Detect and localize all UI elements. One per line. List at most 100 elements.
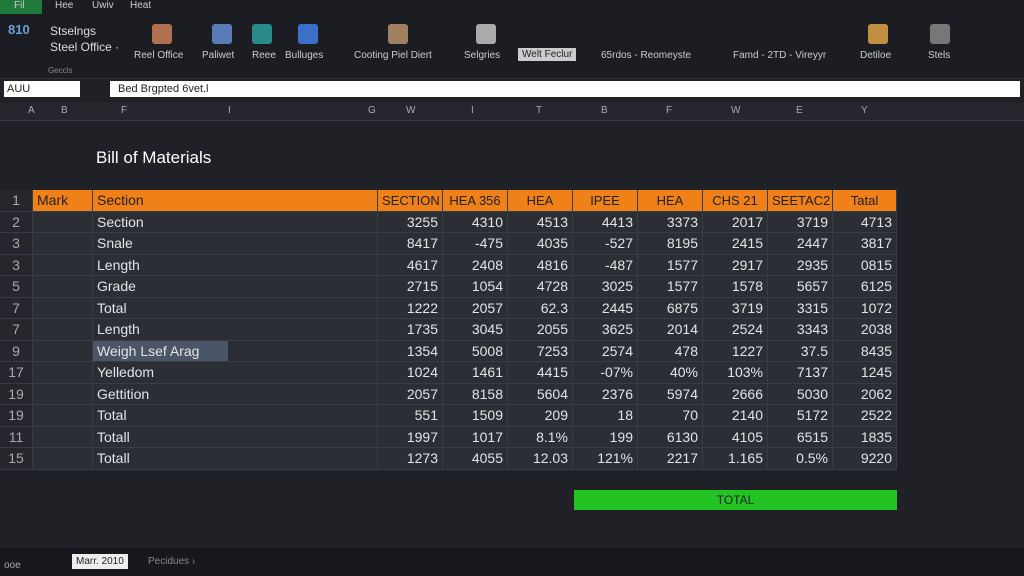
value-cell: 2524 xyxy=(703,319,768,341)
row-number: 7 xyxy=(0,297,33,319)
row-label: Total xyxy=(93,297,378,319)
row-label: Totall xyxy=(93,426,378,448)
status-bar: ooe Marr. 2010 Pecidues › xyxy=(0,548,1024,576)
app-title: Stselngs xyxy=(50,24,97,38)
header-cell: IPEE xyxy=(573,190,638,212)
ribbon-button[interactable]: 65rdos - Reomeyste xyxy=(601,50,692,61)
column-letter: W xyxy=(406,105,416,116)
value-cell: 1245 xyxy=(833,362,897,384)
cell xyxy=(33,233,93,255)
column-letter: Y xyxy=(861,105,868,116)
tab[interactable]: Uwiv xyxy=(92,0,114,11)
column-letter: G xyxy=(368,105,376,116)
value-cell: 0815 xyxy=(833,254,897,276)
value-cell: 2376 xyxy=(573,383,638,405)
tab[interactable]: Hee xyxy=(55,0,74,11)
cell xyxy=(33,426,93,448)
value-cell: 3255 xyxy=(378,211,443,233)
ribbon-button[interactable]: Reel Office xyxy=(134,50,184,61)
row-number: 7 xyxy=(0,319,33,341)
ribbon-button[interactable]: Stels xyxy=(928,50,951,61)
total-button[interactable]: TOTAL xyxy=(574,490,897,510)
value-cell: 199 xyxy=(573,426,638,448)
ribbon-button[interactable]: Famd - 2TD - Vireyyr xyxy=(733,50,827,61)
ribbon-button[interactable]: Detiloe xyxy=(860,50,892,61)
cell xyxy=(33,383,93,405)
value-cell: 2666 xyxy=(703,383,768,405)
value-cell: 6125 xyxy=(833,276,897,298)
row-number: 5 xyxy=(0,276,33,298)
tab[interactable]: Fil xyxy=(14,0,25,11)
sheet-tab[interactable]: Marr. 2010 xyxy=(72,554,128,569)
value-cell: 12.03 xyxy=(508,448,573,470)
value-cell: 5172 xyxy=(768,405,833,427)
ribbon: Fil Hee Uwiv Heat 810 Stselngs Steel Off… xyxy=(0,0,1024,79)
ribbon-button[interactable]: Welt Feclur xyxy=(518,48,577,61)
value-cell: 2447 xyxy=(768,233,833,255)
cell xyxy=(33,362,93,384)
value-cell: -07% xyxy=(573,362,638,384)
column-letter: F xyxy=(666,105,673,116)
row-number: 2 xyxy=(0,211,33,233)
icon xyxy=(252,24,272,44)
value-cell: 2917 xyxy=(703,254,768,276)
value-cell: 103% xyxy=(703,362,768,384)
column-letter: E xyxy=(796,105,803,116)
ribbon-button[interactable]: Reee xyxy=(252,50,276,61)
cell xyxy=(33,340,93,362)
cell xyxy=(33,405,93,427)
value-cell: 1577 xyxy=(638,254,703,276)
sheet-tab[interactable]: Pecidues › xyxy=(148,556,196,567)
header-cell: SEETAC2 xyxy=(768,190,833,212)
value-cell: 6130 xyxy=(638,426,703,448)
cell xyxy=(33,297,93,319)
formula-input[interactable]: Bed Brgpted 6vet.l xyxy=(110,81,1020,97)
value-cell: 1.165 xyxy=(703,448,768,470)
ribbon-button[interactable]: Paliwet xyxy=(202,50,235,61)
value-cell: 1222 xyxy=(378,297,443,319)
group-label: Geccls xyxy=(48,66,73,75)
value-cell: 1024 xyxy=(378,362,443,384)
value-cell: 1017 xyxy=(443,426,508,448)
file-tab-bg xyxy=(0,0,42,14)
icon xyxy=(388,24,408,44)
value-cell: 4055 xyxy=(443,448,508,470)
value-cell: 5008 xyxy=(443,340,508,362)
value-cell: 3625 xyxy=(573,319,638,341)
column-letter: B xyxy=(601,105,608,116)
column-letter: I xyxy=(228,105,231,116)
value-cell: 4105 xyxy=(703,426,768,448)
row-number: 15 xyxy=(0,448,33,470)
ribbon-button[interactable]: Bulluges xyxy=(285,50,324,61)
value-cell: 2038 xyxy=(833,319,897,341)
name-box[interactable]: AUU xyxy=(4,81,80,97)
row-number: 11 xyxy=(0,426,33,448)
value-cell: 2715 xyxy=(378,276,443,298)
value-cell: 1354 xyxy=(378,340,443,362)
value-cell: 9220 xyxy=(833,448,897,470)
value-cell: 121% xyxy=(573,448,638,470)
ribbon-button[interactable]: Cooting Piel Diert xyxy=(354,50,432,61)
value-cell: 3315 xyxy=(768,297,833,319)
value-cell: 209 xyxy=(508,405,573,427)
ribbon-button[interactable]: Selgries xyxy=(464,50,501,61)
row-label: Weigh Lsef Arag xyxy=(93,340,378,362)
value-cell: 4413 xyxy=(573,211,638,233)
value-cell: 5974 xyxy=(638,383,703,405)
value-cell: 1072 xyxy=(833,297,897,319)
value-cell: 3719 xyxy=(768,211,833,233)
icon xyxy=(930,24,950,44)
value-cell: 2935 xyxy=(768,254,833,276)
row-number: 3 xyxy=(0,254,33,276)
value-cell: 1509 xyxy=(443,405,508,427)
value-cell: 4816 xyxy=(508,254,573,276)
value-cell: 62.3 xyxy=(508,297,573,319)
tab[interactable]: Heat xyxy=(130,0,152,11)
sheet-title: Bill of Materials xyxy=(96,148,212,167)
value-cell: 2574 xyxy=(573,340,638,362)
value-cell: -475 xyxy=(443,233,508,255)
value-cell: 4617 xyxy=(378,254,443,276)
value-cell: 3025 xyxy=(573,276,638,298)
value-cell: 2140 xyxy=(703,405,768,427)
cell xyxy=(33,254,93,276)
